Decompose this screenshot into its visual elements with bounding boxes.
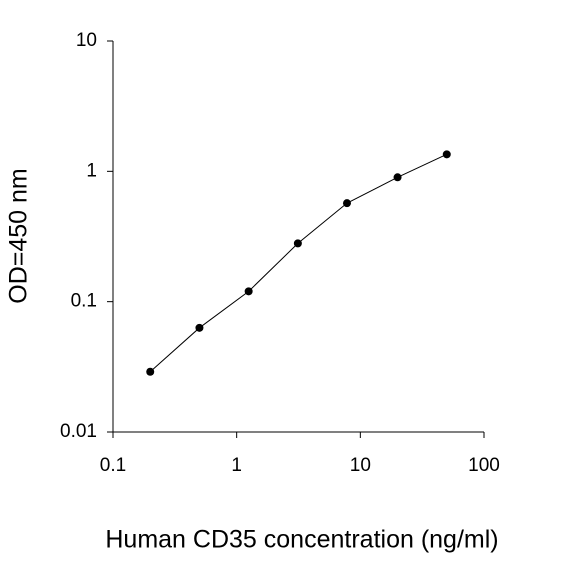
- data-point: [393, 173, 402, 182]
- x-tick-label: 1: [231, 455, 242, 476]
- data-point: [244, 287, 253, 296]
- x-tick-label: 100: [468, 455, 500, 476]
- y-axis-title: OD=450 nm: [5, 168, 33, 304]
- x-tick-label: 10: [350, 455, 371, 476]
- y-tick-label: 1: [86, 160, 97, 181]
- x-axis-title: Human CD35 concentration (ng/ml): [105, 526, 498, 554]
- data-point: [195, 323, 204, 332]
- x-tick-label: 0.1: [100, 455, 126, 476]
- data-point: [146, 367, 155, 376]
- y-tick-label: 0.1: [71, 291, 97, 312]
- data-point: [342, 199, 351, 208]
- y-tick-label: 0.01: [60, 421, 97, 442]
- data-point: [293, 239, 302, 248]
- data-point: [442, 150, 451, 159]
- y-tick-label: 10: [76, 30, 97, 51]
- data-line: [149, 153, 447, 373]
